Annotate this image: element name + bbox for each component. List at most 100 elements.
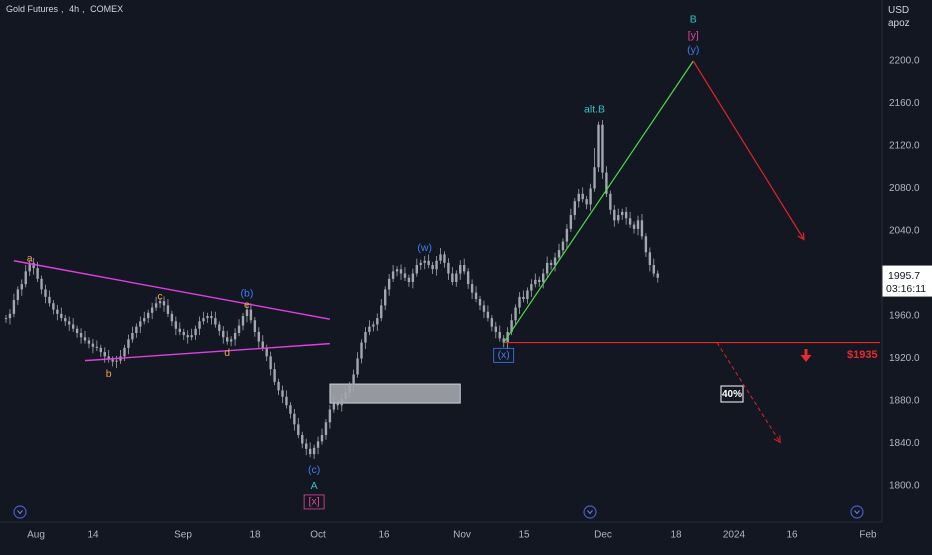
symbol-header: Gold Futures, 4h, COMEX: [6, 4, 124, 14]
candle-body: [407, 277, 411, 282]
event-marker-icon[interactable]: [13, 505, 27, 519]
candle-body: [526, 290, 529, 299]
candle-body: [372, 324, 375, 327]
candle-body: [226, 337, 229, 342]
candle-body: [423, 260, 426, 263]
candle-body: [624, 211, 628, 219]
wave-label: (y): [687, 44, 699, 56]
candle-body: [577, 193, 580, 202]
candle-body: [127, 339, 130, 348]
triangle-lower-line[interactable]: [84, 342, 330, 362]
candle-body: [64, 318, 67, 322]
candle-body: [28, 262, 31, 272]
candle-body: [474, 292, 478, 299]
price-tick-label: 1800.0: [889, 481, 920, 492]
candle-body: [656, 273, 659, 278]
candle-body: [636, 220, 640, 229]
wave-label: (b): [241, 287, 254, 299]
wave-label: A: [311, 480, 318, 492]
candle-body: [435, 260, 438, 270]
candle-body: [95, 346, 99, 348]
candle-body: [233, 333, 237, 340]
candle-body: [502, 338, 505, 343]
price-tick-label: 2040.0: [889, 226, 920, 237]
candle-body: [190, 335, 193, 338]
consolidation-zone[interactable]: [329, 383, 461, 404]
candle-body: [613, 209, 616, 221]
time-tick-label: Nov: [453, 530, 471, 541]
candle-body: [131, 333, 134, 340]
candle-body: [490, 318, 494, 327]
candle-body: [83, 337, 87, 341]
probability-badge[interactable]: [720, 385, 744, 403]
candle-body: [218, 324, 221, 331]
candle-body: [486, 311, 490, 319]
projection-alt-down-line[interactable]: [716, 342, 781, 443]
countdown-timer: 03:16:11: [886, 283, 926, 295]
currency-label[interactable]: USD apoz: [888, 4, 910, 30]
event-marker-icon[interactable]: [850, 505, 864, 519]
candle-body: [542, 273, 545, 282]
time-tick-label: 16: [786, 530, 798, 541]
wave-label: a: [27, 252, 33, 264]
candle-body: [463, 265, 466, 272]
last-price-badge[interactable]: [882, 265, 932, 297]
time-tick-label: 2024: [723, 530, 746, 541]
time-tick-label: Aug: [27, 530, 45, 541]
candle-body: [60, 313, 63, 319]
candle-body: [455, 273, 458, 282]
projection-down-arrowhead: [797, 232, 805, 241]
candle-body: [320, 435, 324, 442]
projection-down-line[interactable]: [692, 60, 805, 240]
candle-body: [403, 273, 407, 278]
candle-body: [415, 265, 418, 274]
candle-body: [71, 324, 75, 329]
wave-label: (c): [308, 464, 320, 476]
candle-body: [194, 328, 197, 336]
price-tick-label: 1880.0: [889, 396, 920, 407]
time-tick-label: 18: [249, 530, 261, 541]
candle-body: [419, 262, 422, 265]
candle-body: [328, 409, 332, 423]
candle-body: [344, 392, 347, 399]
candle-body: [8, 313, 12, 319]
time-axis[interactable]: Aug 14 Sep 18 Oct 16 Nov 15 Dec 18 2024 16 Feb: [0, 521, 882, 541]
currency-unit: apoz: [888, 18, 910, 29]
candle-body: [336, 403, 339, 406]
triangle-upper-line[interactable]: [13, 260, 331, 320]
candle-body: [241, 316, 245, 326]
candle-body: [609, 193, 612, 210]
candle-body: [510, 320, 513, 332]
candle-body: [289, 405, 292, 414]
candle-body: [443, 254, 446, 263]
candle-body: [360, 342, 363, 359]
candle-body: [253, 320, 257, 332]
candle-body: [380, 305, 383, 319]
candle-body: [36, 268, 39, 279]
projection-up-line[interactable]: [503, 60, 694, 343]
wave-label: e: [244, 299, 250, 311]
candle-body: [573, 201, 576, 216]
candle-body: [553, 257, 557, 265]
event-marker-icon[interactable]: [583, 505, 597, 519]
price-tick-label: 2080.0: [889, 183, 920, 194]
candle-body: [451, 273, 454, 282]
candle-body: [593, 167, 596, 189]
price-tick-label: 1920.0: [889, 353, 920, 364]
candle-body: [632, 224, 636, 229]
candle-body: [143, 318, 146, 322]
candle-body: [324, 422, 328, 435]
candle-body: [249, 309, 253, 321]
candle-body: [605, 172, 608, 194]
candle-body: [482, 305, 486, 312]
price-tick-label: 1960.0: [889, 311, 920, 322]
price-axis[interactable]: 1800.01840.01880.01920.01960.02000.02040…: [881, 0, 932, 522]
time-tick-label: Dec: [594, 530, 612, 541]
candle-body: [154, 303, 158, 308]
candle-body: [261, 341, 264, 348]
wave-label: [x]: [309, 496, 320, 508]
candle-body: [364, 331, 367, 343]
price-tick-label: 2120.0: [889, 141, 920, 152]
